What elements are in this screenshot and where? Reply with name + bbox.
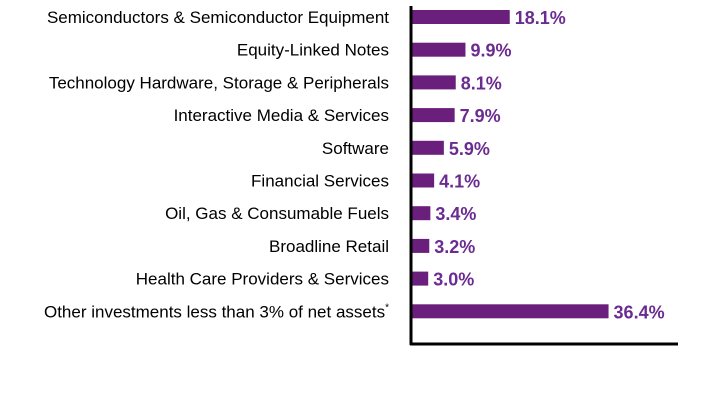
bar: [412, 140, 444, 155]
value-label: 8.1%: [461, 73, 502, 93]
value-label: 3.2%: [434, 237, 475, 257]
value-labels: 18.1%9.9% 8.1% 7.9% 5.9% 4.1% 3.4% 3.2% 3.0% 36.…: [433, 8, 664, 322]
bar: [412, 10, 510, 24]
value-label: 5.9%: [449, 139, 490, 159]
category-labels: Semiconductors & Semiconductor Equipment…: [44, 8, 389, 321]
category-label: Financial Services: [251, 172, 389, 191]
category-label: Interactive Media & Services: [174, 106, 389, 125]
value-label: 4.1%: [439, 172, 480, 192]
category-label: Software: [322, 139, 389, 158]
value-label: 3.4%: [435, 204, 476, 224]
value-label: 18.1%: [515, 8, 566, 28]
bar: [412, 108, 455, 123]
category-label: Semiconductors & Semiconductor Equipment: [47, 8, 389, 27]
category-label: Equity-Linked Notes: [237, 41, 389, 60]
category-label: Broadline Retail: [269, 237, 389, 256]
value-label: 7.9%: [460, 106, 501, 126]
value-label: 36.4%: [614, 302, 665, 322]
bar: [412, 238, 430, 253]
bar: [412, 304, 609, 319]
value-label: 3.0%: [433, 270, 474, 290]
bar: [412, 42, 466, 57]
category-label: Oil, Gas & Consumable Fuels: [165, 204, 389, 223]
category-label: Other investments less than 3% of net as…: [44, 302, 389, 321]
bars: [412, 10, 609, 319]
category-label: Health Care Providers & Services: [136, 270, 389, 289]
bar: [412, 271, 429, 286]
value-label: 9.9%: [470, 41, 511, 61]
bar: [412, 173, 435, 188]
category-label: Technology Hardware, Storage & Periphera…: [49, 73, 389, 92]
bar: [412, 206, 431, 221]
bar: [412, 75, 456, 90]
